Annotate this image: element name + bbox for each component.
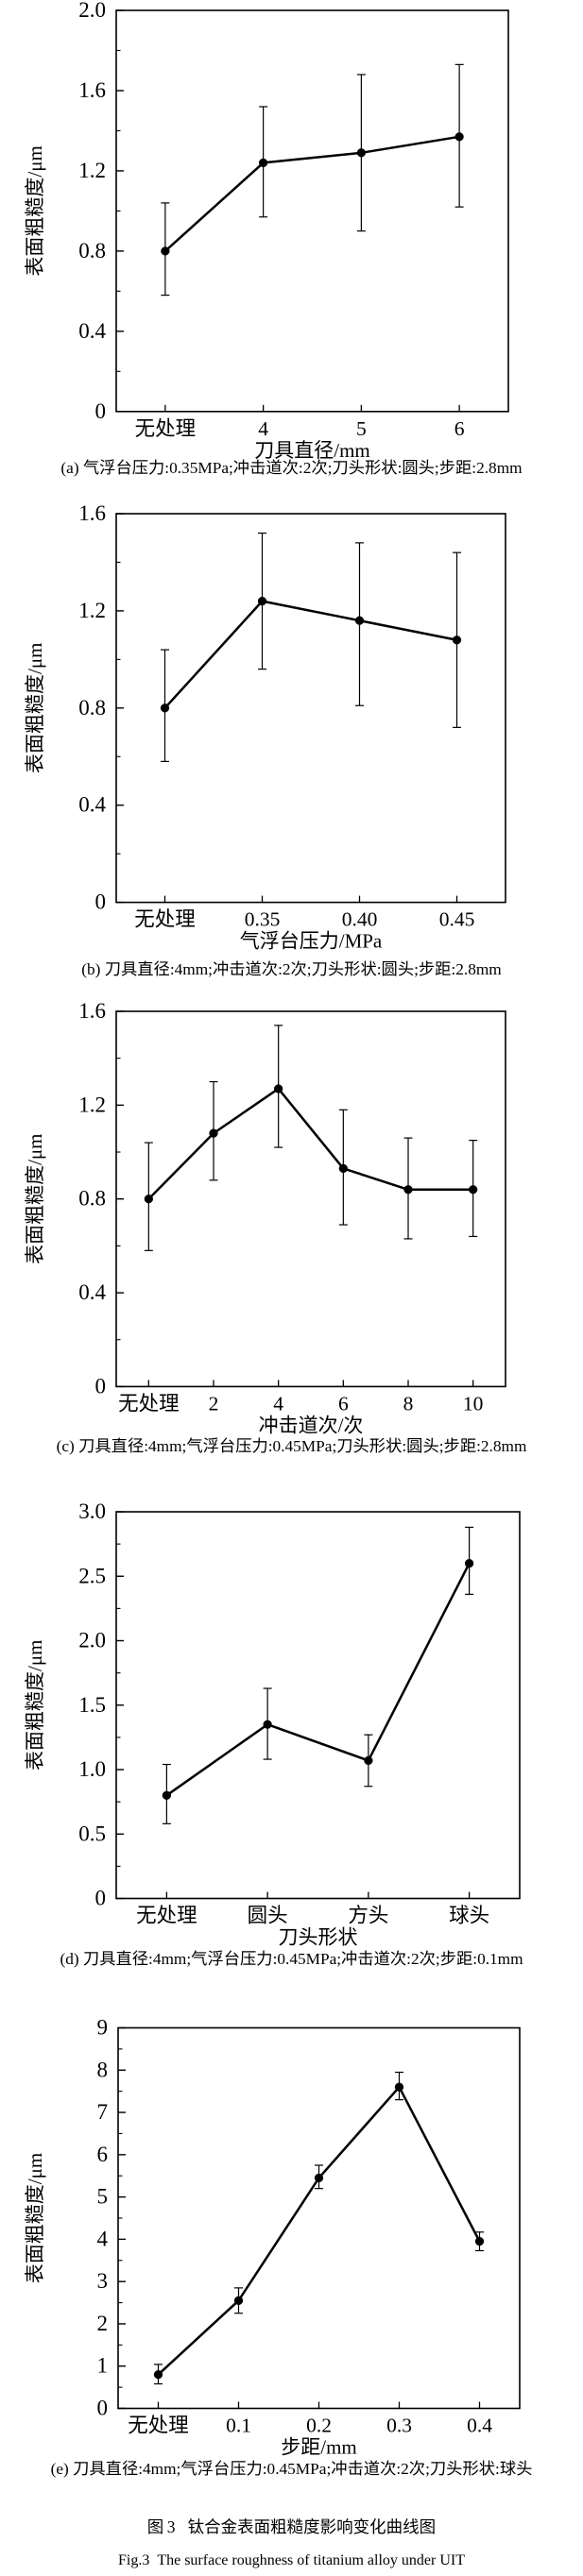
svg-text:7: 7 bbox=[97, 2100, 109, 2124]
svg-text:1: 1 bbox=[97, 2354, 109, 2378]
svg-text:步距/mm: 步距/mm bbox=[281, 2436, 357, 2459]
svg-text:0.3: 0.3 bbox=[386, 2415, 412, 2437]
svg-text:0.2: 0.2 bbox=[306, 2415, 332, 2437]
svg-text:4: 4 bbox=[97, 2227, 109, 2250]
svg-text:3: 3 bbox=[97, 2269, 109, 2293]
svg-text:0.1: 0.1 bbox=[226, 2415, 251, 2437]
svg-text:9: 9 bbox=[97, 2016, 109, 2040]
svg-text:5: 5 bbox=[97, 2185, 109, 2209]
svg-text:2: 2 bbox=[97, 2312, 109, 2335]
svg-text:6: 6 bbox=[97, 2143, 109, 2166]
svg-text:表面粗糙度/μm: 表面粗糙度/μm bbox=[24, 2153, 46, 2283]
svg-text:0.4: 0.4 bbox=[467, 2415, 492, 2437]
svg-text:0: 0 bbox=[97, 2397, 109, 2420]
svg-text:8: 8 bbox=[97, 2058, 109, 2081]
svg-text:无处理: 无处理 bbox=[128, 2415, 189, 2437]
